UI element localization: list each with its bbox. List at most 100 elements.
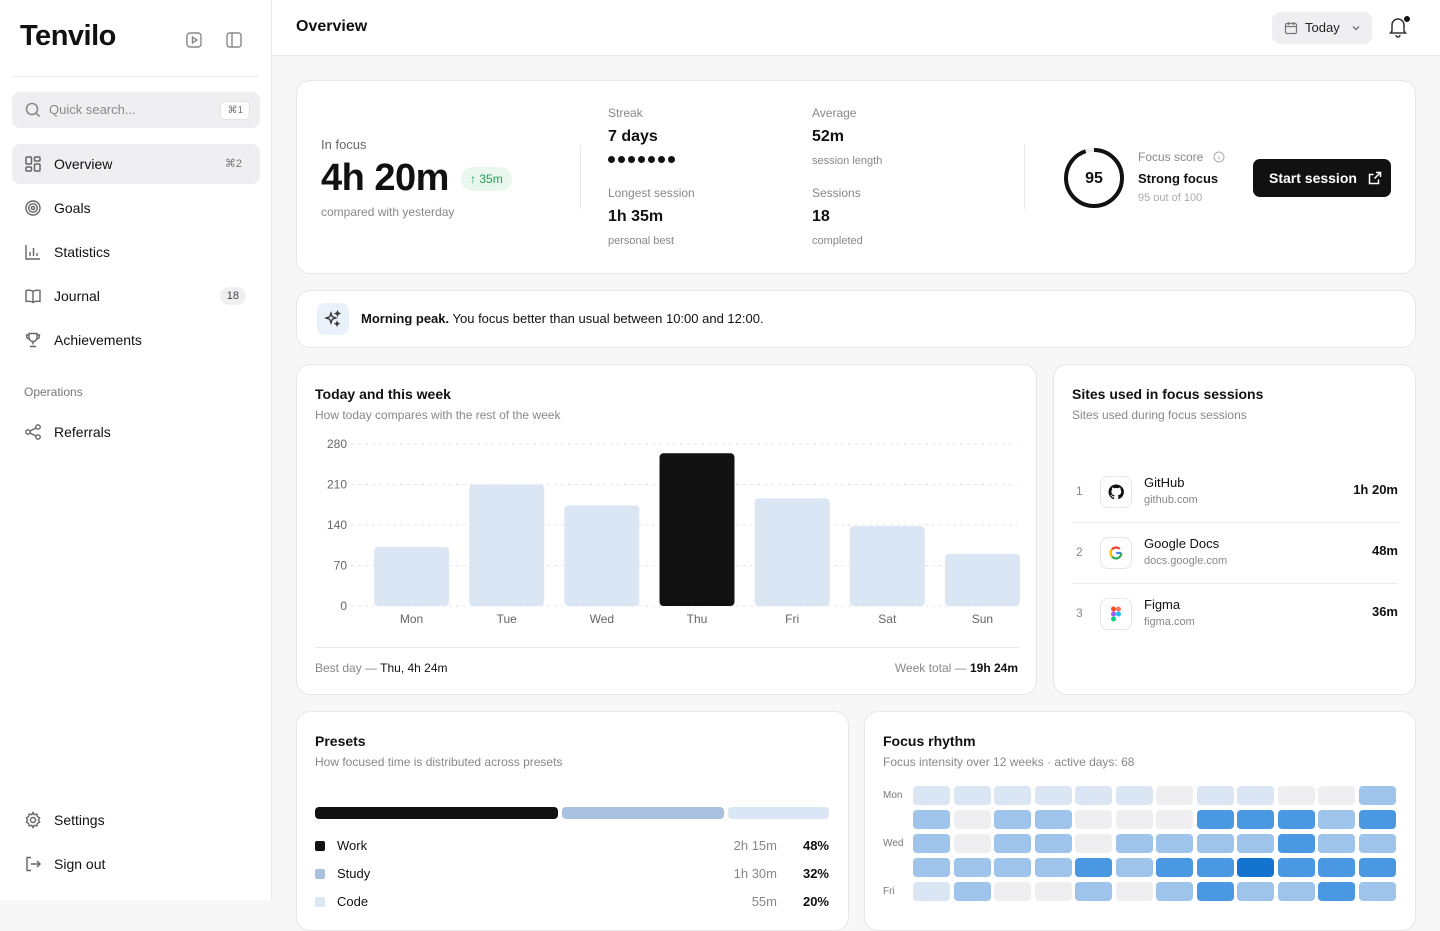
- heatmap-cell[interactable]: [1318, 882, 1355, 901]
- heatmap-cell[interactable]: [913, 810, 950, 829]
- heatmap-cell[interactable]: [1358, 834, 1396, 853]
- heatmap-cell[interactable]: [953, 834, 991, 853]
- card-title: Presets: [315, 733, 366, 749]
- heatmap-cell[interactable]: [1034, 810, 1072, 829]
- heatmap-cell[interactable]: [953, 786, 991, 805]
- sidebar-toggle-icon[interactable]: [224, 30, 244, 50]
- heatmap-cell[interactable]: [1196, 858, 1234, 877]
- preset-row[interactable]: Study 1h 30m 32%: [315, 864, 829, 884]
- heatmap-cell[interactable]: [913, 834, 950, 853]
- heatmap-cell[interactable]: [1196, 882, 1234, 901]
- heatmap-cell[interactable]: [1196, 834, 1234, 853]
- heatmap-cell[interactable]: [1277, 786, 1315, 805]
- heatmap-cell[interactable]: [1237, 858, 1274, 877]
- heatmap-cell[interactable]: [1156, 858, 1193, 877]
- sidebar-item-referrals[interactable]: Referrals: [12, 412, 260, 452]
- heatmap-cell[interactable]: [1034, 834, 1072, 853]
- heatmap-cell[interactable]: [1156, 810, 1193, 829]
- sessions-label: Sessions: [812, 186, 861, 200]
- heatmap-cell[interactable]: [994, 858, 1031, 877]
- heatmap-cell[interactable]: [1318, 786, 1355, 805]
- sidebar-item-goals[interactable]: Goals: [12, 188, 260, 228]
- preset-row[interactable]: Code 55m 20%: [315, 892, 829, 912]
- bar-tue[interactable]: [469, 484, 545, 607]
- sidebar-item-achievements[interactable]: Achievements: [12, 320, 260, 360]
- heatmap-cell[interactable]: [1277, 882, 1315, 901]
- site-rank: 1: [1076, 484, 1083, 498]
- sidebar-item-statistics[interactable]: Statistics: [12, 232, 260, 272]
- bar-sun[interactable]: [944, 553, 1020, 606]
- heatmap-cell[interactable]: [1277, 858, 1315, 877]
- heatmap-cell[interactable]: [1237, 834, 1274, 853]
- heatmap-cell[interactable]: [953, 810, 991, 829]
- heatmap-cell[interactable]: [994, 882, 1031, 901]
- heatmap-cell[interactable]: [1156, 882, 1193, 901]
- heatmap-cell[interactable]: [1196, 786, 1234, 805]
- heatmap-cell[interactable]: [1358, 810, 1396, 829]
- heatmap-cell[interactable]: [913, 786, 950, 805]
- preset-row[interactable]: Work 2h 15m 48%: [315, 836, 829, 856]
- heatmap-cell[interactable]: [1075, 786, 1112, 805]
- bar-fri[interactable]: [754, 498, 830, 606]
- heatmap-cell[interactable]: [1075, 882, 1112, 901]
- heatmap-cell[interactable]: [1237, 786, 1274, 805]
- bar-sat[interactable]: [849, 526, 925, 606]
- preset-segment-code[interactable]: [727, 807, 829, 819]
- heatmap-cell[interactable]: [1034, 786, 1072, 805]
- heatmap-cell[interactable]: [1115, 834, 1153, 853]
- heatmap-cell[interactable]: [1237, 882, 1274, 901]
- heatmap-cell[interactable]: [1156, 786, 1193, 805]
- sidebar-item-label: Sign out: [54, 856, 106, 872]
- heatmap-cell[interactable]: [1034, 882, 1072, 901]
- heatmap-cell[interactable]: [1115, 882, 1153, 901]
- heatmap-cell[interactable]: [953, 858, 991, 877]
- preset-segment-work[interactable]: [315, 807, 558, 819]
- heatmap-cell[interactable]: [1358, 882, 1396, 901]
- heatmap-cell[interactable]: [1196, 810, 1234, 829]
- heatmap-cell[interactable]: [1277, 834, 1315, 853]
- heatmap-cell[interactable]: [953, 882, 991, 901]
- heatmap-cell[interactable]: [1277, 810, 1315, 829]
- info-icon[interactable]: [1213, 151, 1225, 163]
- site-row[interactable]: 1 GitHub github.com 1h 20m: [1072, 462, 1398, 523]
- date-filter-label: Today: [1305, 20, 1340, 35]
- bar-wed[interactable]: [564, 505, 640, 606]
- heatmap-cell[interactable]: [1358, 786, 1396, 805]
- heatmap-cell[interactable]: [1156, 834, 1193, 853]
- heatmap-cell[interactable]: [1358, 858, 1396, 877]
- heatmap-cell[interactable]: [994, 810, 1031, 829]
- bell-icon[interactable]: [1388, 16, 1408, 38]
- bar-mon[interactable]: [374, 546, 450, 606]
- heatmap-cell[interactable]: [994, 786, 1031, 805]
- heatmap-cell[interactable]: [994, 834, 1031, 853]
- heatmap-cell[interactable]: [1075, 834, 1112, 853]
- bar-thu[interactable]: [659, 453, 735, 606]
- heatmap-cell[interactable]: [1318, 834, 1355, 853]
- heatmap-cell[interactable]: [1075, 810, 1112, 829]
- date-filter-dropdown[interactable]: Today: [1272, 12, 1372, 44]
- site-row[interactable]: 2 Google Docs docs.google.com 48m: [1072, 523, 1398, 584]
- sidebar-item-journal[interactable]: Journal 18: [12, 276, 260, 316]
- heatmap-cell[interactable]: [913, 858, 950, 877]
- site-rank: 2: [1076, 545, 1083, 559]
- heatmap-cell[interactable]: [1115, 810, 1153, 829]
- main-content: Overview Today In focus 4h 20m ↑ 35m com…: [272, 0, 1440, 931]
- sidebar-item-sign-out[interactable]: Sign out: [12, 844, 260, 884]
- heatmap-cell[interactable]: [1034, 858, 1072, 877]
- heatmap-cell[interactable]: [1318, 858, 1355, 877]
- start-session-button[interactable]: Start session: [1253, 159, 1391, 197]
- search-box[interactable]: Quick search... ⌘1: [12, 92, 260, 128]
- preset-segment-study[interactable]: [561, 807, 724, 819]
- external-link-icon: [1368, 171, 1382, 185]
- heatmap-cell[interactable]: [1237, 810, 1274, 829]
- heatmap-cell[interactable]: [1115, 786, 1153, 805]
- heatmap-cell[interactable]: [1075, 858, 1112, 877]
- sidebar-item-overview[interactable]: Overview ⌘2: [12, 144, 260, 184]
- heatmap-cell[interactable]: [1318, 810, 1355, 829]
- sidebar-item-settings[interactable]: Settings: [12, 800, 260, 840]
- heatmap-cell[interactable]: [1115, 858, 1153, 877]
- play-icon[interactable]: [184, 30, 204, 50]
- site-row[interactable]: 3 Figma figma.com 36m: [1072, 584, 1398, 645]
- heatmap-cell[interactable]: [913, 882, 950, 901]
- search-input[interactable]: Quick search...: [49, 102, 136, 117]
